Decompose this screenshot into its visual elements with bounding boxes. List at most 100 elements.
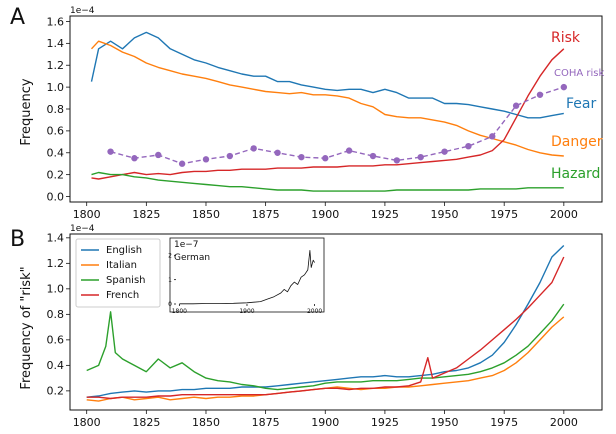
panel-a-series-fear bbox=[90, 31, 564, 119]
inset-series-german bbox=[179, 249, 315, 305]
panel-b-series-french bbox=[86, 256, 565, 400]
panel-a-label: A bbox=[10, 5, 25, 30]
panel-b-xtick-1850: 1850 bbox=[192, 416, 220, 429]
panel-a-ytick-1: 0.2 bbox=[47, 168, 65, 181]
panel-a-xtick-1900: 1900 bbox=[311, 208, 339, 221]
panel-a-point-coha-risk-1940 bbox=[417, 153, 424, 161]
panel-b-xtick-1900: 1900 bbox=[311, 416, 339, 429]
panel-b-xtick-1800: 1800 bbox=[73, 416, 101, 429]
panel-a-point-coha-risk-1880 bbox=[274, 149, 281, 156]
panel-a-ytick-2: 0.4 bbox=[47, 147, 65, 160]
panel-a-xtick-1950: 1950 bbox=[431, 208, 459, 221]
panel-b-ylabel: Frequency of "risk" bbox=[19, 266, 34, 389]
inset-xtick-2000: 2000 bbox=[307, 308, 322, 315]
panel-a-xtick-1825: 1825 bbox=[132, 208, 160, 221]
panel-b-legend: English Italian Spanish French bbox=[75, 238, 161, 308]
inset-ytick-2: 2 bbox=[168, 252, 172, 259]
panel-a-ytick-4: 0.8 bbox=[47, 103, 65, 116]
legend-spanish: Spanish bbox=[106, 275, 146, 286]
panel-a-point-coha-risk-1850 bbox=[202, 156, 210, 163]
panel-a-point-coha-risk-1860 bbox=[226, 152, 234, 160]
panel-a-xtick-1925: 1925 bbox=[371, 208, 399, 221]
panel-a: A 1e−4 Frequency 1800 1825 1850 1875 1900 192… bbox=[10, 5, 604, 221]
panel-a-point-coha-risk-1990 bbox=[536, 91, 544, 98]
panel-b-scale-label: 1e−4 bbox=[70, 224, 95, 234]
panel-b-series-english bbox=[86, 244, 565, 398]
panel-a-point-coha-risk-1900 bbox=[322, 155, 329, 162]
inset-xtick-1800: 1800 bbox=[172, 308, 187, 315]
panel-a-point-coha-risk-1890 bbox=[298, 153, 305, 161]
panel-b-xtick-1975: 1975 bbox=[490, 416, 518, 429]
panel-a-ytick-3: 0.6 bbox=[47, 125, 65, 138]
panel-a-xtick-1875: 1875 bbox=[252, 208, 280, 221]
panel-a-series bbox=[90, 31, 568, 192]
inset-german: 1e−7 German 1800 1900 2000 0 1 2 bbox=[168, 237, 325, 315]
panel-a-xtick-2000: 2000 bbox=[550, 208, 578, 221]
inset-ytick-0: 0 bbox=[168, 301, 172, 308]
panel-a-point-coha-risk-1960 bbox=[465, 143, 472, 150]
panel-a-series-risk bbox=[91, 48, 565, 180]
panel-a-point-coha-risk-1970 bbox=[489, 133, 496, 140]
legend-box bbox=[75, 238, 161, 308]
panel-b-series-spanish bbox=[86, 303, 565, 391]
panel-b-ytick-5: 1.2 bbox=[47, 257, 65, 270]
panel-a-point-coha-risk-1820 bbox=[131, 155, 138, 162]
panel-a-point-coha-risk-1950 bbox=[441, 148, 448, 155]
panel-b-ytick-4: 1.0 bbox=[47, 283, 65, 296]
label-risk: Risk bbox=[551, 30, 581, 46]
inset-series bbox=[179, 249, 315, 305]
panel-b-label: B bbox=[10, 227, 25, 252]
label-fear: Fear bbox=[566, 96, 596, 112]
panel-b-xtick-1875: 1875 bbox=[252, 416, 280, 429]
panel-b-frame bbox=[69, 233, 603, 411]
label-danger: Danger bbox=[551, 134, 603, 150]
inset-ytick-1: 1 bbox=[168, 277, 172, 284]
panel-b-xtick-1950: 1950 bbox=[431, 416, 459, 429]
panel-a-point-coha-risk-1830 bbox=[155, 151, 162, 159]
inset-title: German bbox=[174, 253, 210, 263]
panel-b-ytick-3: 0.8 bbox=[47, 308, 65, 321]
legend-french: French bbox=[106, 290, 139, 301]
legend-italian: Italian bbox=[106, 260, 137, 271]
panel-a-xtick-1975: 1975 bbox=[490, 208, 518, 221]
panel-a-ytick-6: 1.2 bbox=[47, 59, 65, 72]
panel-a-ylabel: Frequency bbox=[19, 78, 34, 145]
panel-b-xtick-1925: 1925 bbox=[371, 416, 399, 429]
panel-b-ytick-0: 0.2 bbox=[47, 385, 65, 398]
panel-b-xtick-1825: 1825 bbox=[132, 416, 160, 429]
inset-frame bbox=[169, 237, 325, 313]
panel-a-point-coha-risk-1980 bbox=[512, 102, 520, 109]
panel-a-point-coha-risk-2000 bbox=[560, 83, 568, 91]
panel-a-point-coha-risk-1920 bbox=[369, 152, 377, 160]
label-hazard: Hazard bbox=[551, 166, 600, 182]
inset-ticks: 1800 1900 2000 0 1 2 bbox=[168, 252, 322, 315]
label-coha-risk: COHA risk bbox=[554, 68, 604, 79]
panel-b-ytick-2: 0.6 bbox=[47, 334, 65, 347]
panel-a-ticks: 1800 1825 1850 1875 1900 1925 1950 1975 2000 0.0 0… bbox=[47, 15, 578, 221]
panel-b: B 1e−4 Frequency of "risk" 1800 1825 1850 1… bbox=[10, 224, 603, 429]
inset-scale-label: 1e−7 bbox=[174, 240, 199, 250]
panel-a-ytick-8: 1.6 bbox=[47, 15, 65, 28]
panel-a-point-coha-risk-1910 bbox=[345, 147, 353, 154]
legend-english: English bbox=[106, 245, 142, 256]
panel-a-xtick-1800: 1800 bbox=[73, 208, 101, 221]
panel-b-ytick-6: 1.4 bbox=[47, 232, 65, 245]
panel-b-ytick-1: 0.4 bbox=[47, 359, 65, 372]
panel-b-xtick-2000: 2000 bbox=[550, 416, 578, 429]
panel-a-ytick-5: 1.0 bbox=[47, 81, 65, 94]
panel-a-point-coha-risk-1840 bbox=[178, 160, 186, 167]
panel-a-ytick-7: 1.4 bbox=[47, 37, 65, 50]
panel-b-series bbox=[86, 244, 565, 402]
panel-a-scale-label: 1e−4 bbox=[70, 6, 95, 16]
panel-a-series-hazard bbox=[91, 171, 564, 192]
inset-xtick-1900: 1900 bbox=[239, 308, 254, 315]
panel-b-ticks: 1800 1825 1850 1875 1900 1925 1950 1975 2000 0.2 0… bbox=[47, 232, 578, 429]
panel-a-point-coha-risk-1930 bbox=[393, 157, 401, 164]
panel-a-xtick-1850: 1850 bbox=[192, 208, 220, 221]
panel-a-ytick-0: 0.0 bbox=[47, 190, 65, 203]
panel-a-series-danger bbox=[90, 40, 564, 157]
panel-a-point-coha-risk-1870 bbox=[250, 145, 257, 152]
panel-a-point-coha-risk-1810 bbox=[107, 148, 114, 155]
panel-a-series-coha-risk bbox=[110, 86, 565, 165]
